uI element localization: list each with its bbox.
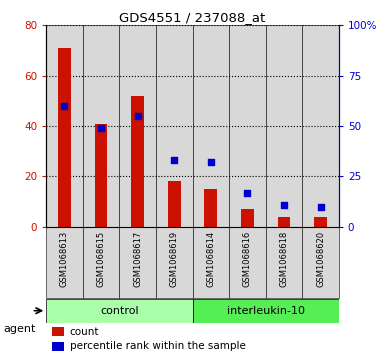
Bar [302, 25, 339, 227]
Point [135, 113, 141, 119]
FancyBboxPatch shape [83, 227, 119, 298]
FancyBboxPatch shape [266, 227, 302, 298]
Bar [168, 182, 181, 227]
Point [244, 189, 251, 195]
Text: GSM1068615: GSM1068615 [97, 231, 105, 286]
FancyBboxPatch shape [46, 227, 83, 298]
Point [281, 202, 287, 208]
Bar [95, 123, 107, 227]
Bar [241, 209, 254, 227]
Bar [192, 25, 229, 227]
Point [318, 204, 324, 209]
Text: interleukin-10: interleukin-10 [227, 306, 305, 316]
Bar [314, 217, 327, 227]
Bar [229, 25, 266, 227]
Bar [52, 342, 64, 351]
Bar [83, 25, 119, 227]
Text: GSM1068617: GSM1068617 [133, 231, 142, 287]
Text: percentile rank within the sample: percentile rank within the sample [70, 341, 246, 351]
FancyBboxPatch shape [156, 227, 192, 298]
Bar [204, 189, 217, 227]
Title: GDS4551 / 237088_at: GDS4551 / 237088_at [119, 11, 266, 24]
Text: GSM1068618: GSM1068618 [280, 231, 288, 287]
Point [171, 158, 177, 163]
Bar [131, 96, 144, 227]
Text: GSM1068616: GSM1068616 [243, 231, 252, 287]
FancyBboxPatch shape [46, 299, 192, 323]
Bar [46, 25, 83, 227]
Bar [119, 25, 156, 227]
FancyBboxPatch shape [229, 227, 266, 298]
Bar [52, 327, 64, 336]
Text: agent: agent [4, 323, 36, 334]
Point [208, 159, 214, 165]
Text: GSM1068614: GSM1068614 [206, 231, 215, 286]
Text: GSM1068619: GSM1068619 [170, 231, 179, 286]
Text: GSM1068613: GSM1068613 [60, 231, 69, 287]
Text: control: control [100, 306, 139, 316]
Bar [156, 25, 192, 227]
FancyBboxPatch shape [192, 227, 229, 298]
Point [61, 103, 68, 109]
FancyBboxPatch shape [119, 227, 156, 298]
FancyBboxPatch shape [302, 227, 339, 298]
Text: GSM1068620: GSM1068620 [316, 231, 325, 286]
Text: count: count [70, 327, 99, 337]
FancyBboxPatch shape [192, 299, 339, 323]
Bar [266, 25, 302, 227]
Bar [58, 48, 71, 227]
Bar [278, 217, 290, 227]
Point [98, 125, 104, 131]
